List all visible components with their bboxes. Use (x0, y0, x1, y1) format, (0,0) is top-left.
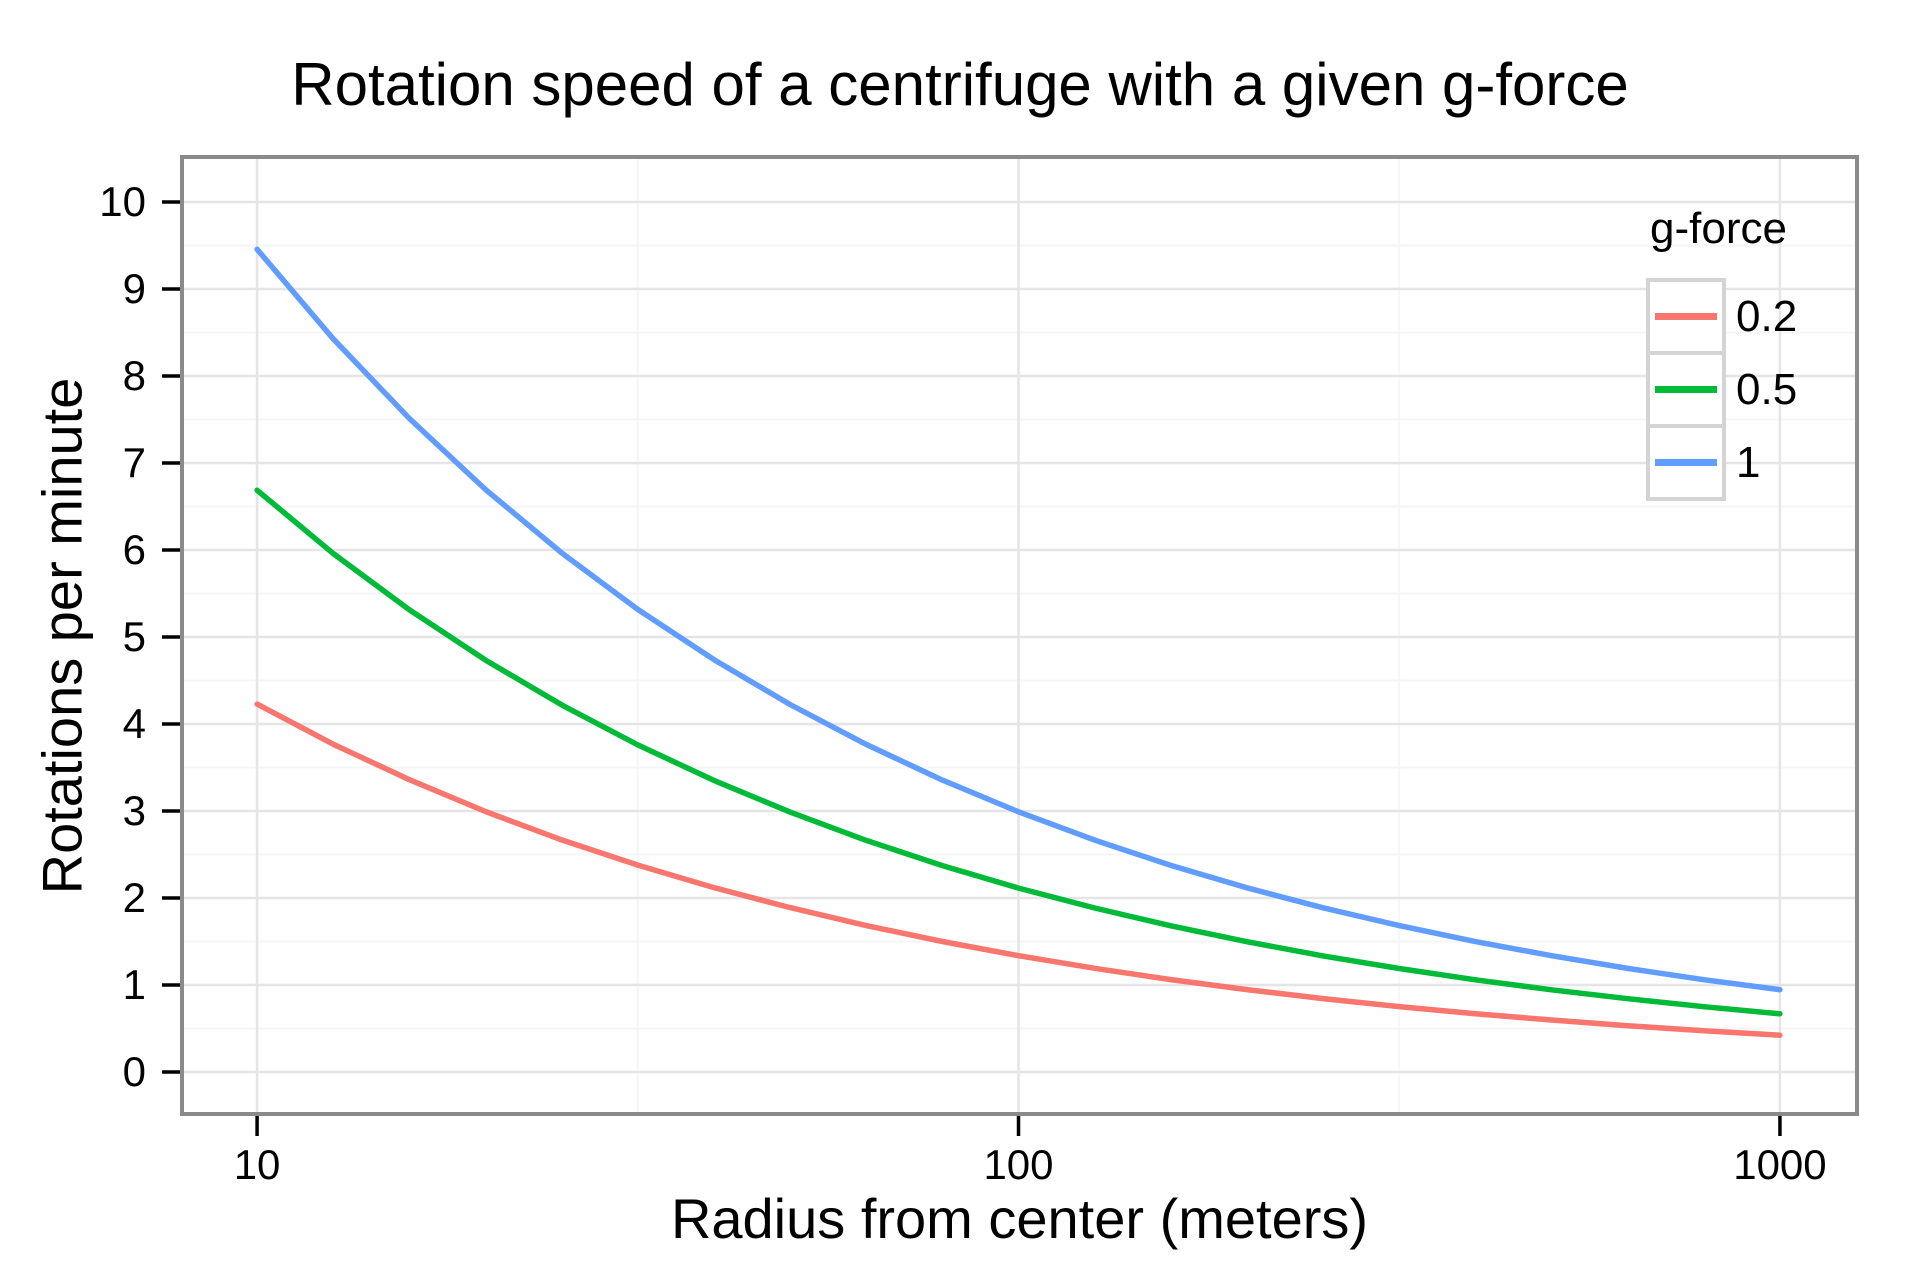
panel-border (180, 155, 1859, 1116)
y-axis-title: Rotations per minute (30, 377, 94, 895)
curve-gforce-0.5 (254, 487, 1783, 1017)
y-tick-label-10: 10 (99, 177, 146, 225)
legend-item-label: 0.2 (1736, 292, 1798, 341)
y-tick-label-6: 6 (122, 525, 146, 573)
x-tick-label-10: 10 (233, 1141, 281, 1188)
chart-title: Rotation speed of a centrifuge with a gi… (291, 51, 1629, 118)
legend-key-line-icon (1655, 386, 1717, 393)
legend-key-box (1646, 351, 1726, 428)
legend-item-1: 1 (1646, 424, 1797, 501)
legend-key-box (1646, 424, 1726, 501)
y-tick-label-3: 3 (122, 786, 146, 834)
x-axis-title: Radius from center (meters) (670, 1187, 1369, 1250)
legend: g-force 0.2 0.5 1 (1646, 204, 1797, 501)
y-tick-label-5: 5 (122, 612, 146, 660)
legend-item-label: 0.5 (1736, 365, 1798, 414)
legend-item-label: 1 (1736, 438, 1761, 487)
y-tick-label-1: 1 (122, 960, 146, 1008)
legend-key-line-icon (1655, 459, 1717, 466)
legend-key-box (1646, 278, 1726, 355)
legend-items: 0.2 0.5 1 (1646, 278, 1797, 501)
legend-item-0.2: 0.2 (1646, 278, 1797, 355)
legend-item-0.5: 0.5 (1646, 351, 1797, 428)
legend-key-line-icon (1655, 313, 1717, 320)
y-tick-label-8: 8 (122, 351, 146, 399)
y-tick-label-7: 7 (122, 438, 146, 486)
x-tick-label-100: 100 (983, 1141, 1054, 1188)
legend-title: g-force (1650, 204, 1787, 253)
y-tick-label-2: 2 (122, 873, 146, 921)
x-tick-label-1000: 1000 (1733, 1141, 1827, 1188)
y-tick-label-0: 0 (122, 1047, 146, 1095)
curve-gforce-0.2 (254, 701, 1783, 1038)
y-tick-label-9: 9 (122, 264, 146, 312)
curve-gforce-1 (254, 246, 1783, 993)
y-tick-label-4: 4 (122, 699, 146, 747)
